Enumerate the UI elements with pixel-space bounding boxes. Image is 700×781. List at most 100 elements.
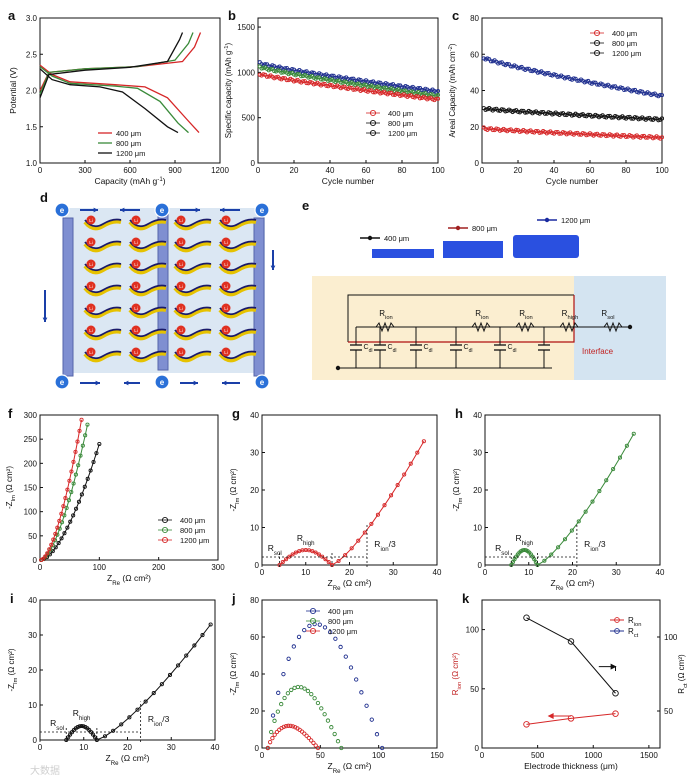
data-point (51, 537, 56, 542)
li-ion-label: Li (179, 328, 183, 333)
data-point (435, 96, 441, 101)
data-point (291, 644, 296, 649)
carbon-fiber (129, 306, 167, 316)
data-point (645, 116, 650, 121)
li-ion (86, 259, 96, 269)
carbon-fiber (84, 262, 122, 272)
data-point (586, 112, 591, 117)
data-point (643, 135, 648, 140)
arrow-head (195, 207, 200, 213)
y-tick-label: 0 (33, 736, 38, 745)
data-point (119, 722, 124, 727)
carbon-fiber (84, 350, 122, 360)
data-point (659, 116, 665, 121)
data-point (336, 558, 341, 564)
fit-curve (279, 441, 425, 566)
electron-marker (54, 202, 70, 218)
x-tick-label: 80 (398, 166, 407, 175)
sulfur-host (83, 351, 122, 363)
data-point (524, 66, 530, 71)
li-ion (221, 325, 231, 335)
data-point (56, 541, 61, 546)
electrode-schematic: Li Li Li Li Li Li Li Li Li Li Li Li Li Li Li Li Li Li Li Li… (42, 202, 276, 390)
fit-curve (510, 433, 635, 566)
data-point (304, 733, 309, 738)
data-point (55, 532, 60, 537)
carbon-fiber (219, 284, 257, 294)
sulfur-host (218, 329, 257, 341)
carbon-fiber (174, 306, 212, 316)
x-tick-label: 100 (372, 751, 386, 760)
carbon-fiber (129, 284, 167, 294)
data-point (517, 129, 522, 134)
data-point (73, 472, 78, 477)
data-point (65, 525, 70, 530)
r-ion-line (526, 713, 616, 725)
panel-letter: h (455, 406, 463, 421)
fit-curve (65, 624, 211, 741)
y-tick-label: 80 (250, 596, 259, 605)
data-point (596, 133, 602, 138)
data-point (533, 128, 539, 134)
data-point (367, 88, 372, 93)
data-point (91, 459, 96, 465)
data-point (593, 132, 598, 137)
x-tick-label: 10 (301, 568, 310, 577)
data-point (535, 70, 540, 75)
data-point (270, 735, 275, 741)
data-point (261, 72, 266, 77)
y-tick-label: 40 (470, 87, 479, 96)
sulfur-host (173, 219, 212, 231)
li-ion (176, 281, 186, 291)
y-tick-label: 40 (473, 411, 482, 420)
data-point (631, 431, 636, 436)
carbon-fiber (174, 284, 212, 294)
sulfur-host (128, 241, 167, 253)
data-point (73, 449, 78, 454)
y-tick-label: 40 (250, 670, 259, 679)
x-tick-label: 20 (345, 568, 354, 577)
y-tick-label: 80 (470, 14, 479, 23)
y-tick-label: 30 (28, 631, 37, 640)
data-point (537, 130, 542, 135)
data-point (415, 450, 420, 455)
data-point (544, 71, 549, 76)
li-ion-label: Li (224, 262, 228, 267)
electron-label: e (260, 206, 265, 215)
data-point (369, 717, 374, 722)
data-point (279, 70, 284, 75)
panel-letter: e (302, 198, 309, 213)
data-point (390, 92, 396, 97)
arrow-head (124, 380, 129, 386)
data-point (374, 732, 380, 737)
data-point (595, 82, 600, 87)
data-point (302, 686, 307, 691)
data-point (650, 92, 656, 97)
data-point (319, 706, 324, 711)
y-tick-label: 20 (470, 123, 479, 132)
y-tick-label: 10 (28, 701, 37, 710)
legend-marker (309, 607, 317, 615)
data-point (69, 469, 74, 474)
li-ion-label: Li (134, 284, 138, 289)
sulfur-host (218, 307, 257, 319)
data-point (151, 691, 156, 696)
interface-line (348, 295, 575, 343)
li-ion-label: Li (179, 262, 183, 267)
data-point (286, 723, 291, 728)
y-tick-label: 50 (470, 685, 479, 694)
arrow-head (95, 380, 100, 386)
data-point (285, 691, 291, 696)
plot-frame (481, 599, 661, 749)
sulfur-host (83, 307, 122, 319)
data-point (293, 550, 298, 555)
fit-curve (41, 443, 100, 561)
capacitor-label: Cdl (424, 344, 433, 354)
li-ion (176, 347, 186, 357)
data-point (289, 687, 294, 693)
li-ion-label: Li (179, 218, 183, 223)
sulfur-host (128, 219, 167, 231)
data-point (76, 499, 82, 504)
electron-label: e (60, 206, 65, 215)
legend-label: 400 μm (180, 516, 205, 525)
